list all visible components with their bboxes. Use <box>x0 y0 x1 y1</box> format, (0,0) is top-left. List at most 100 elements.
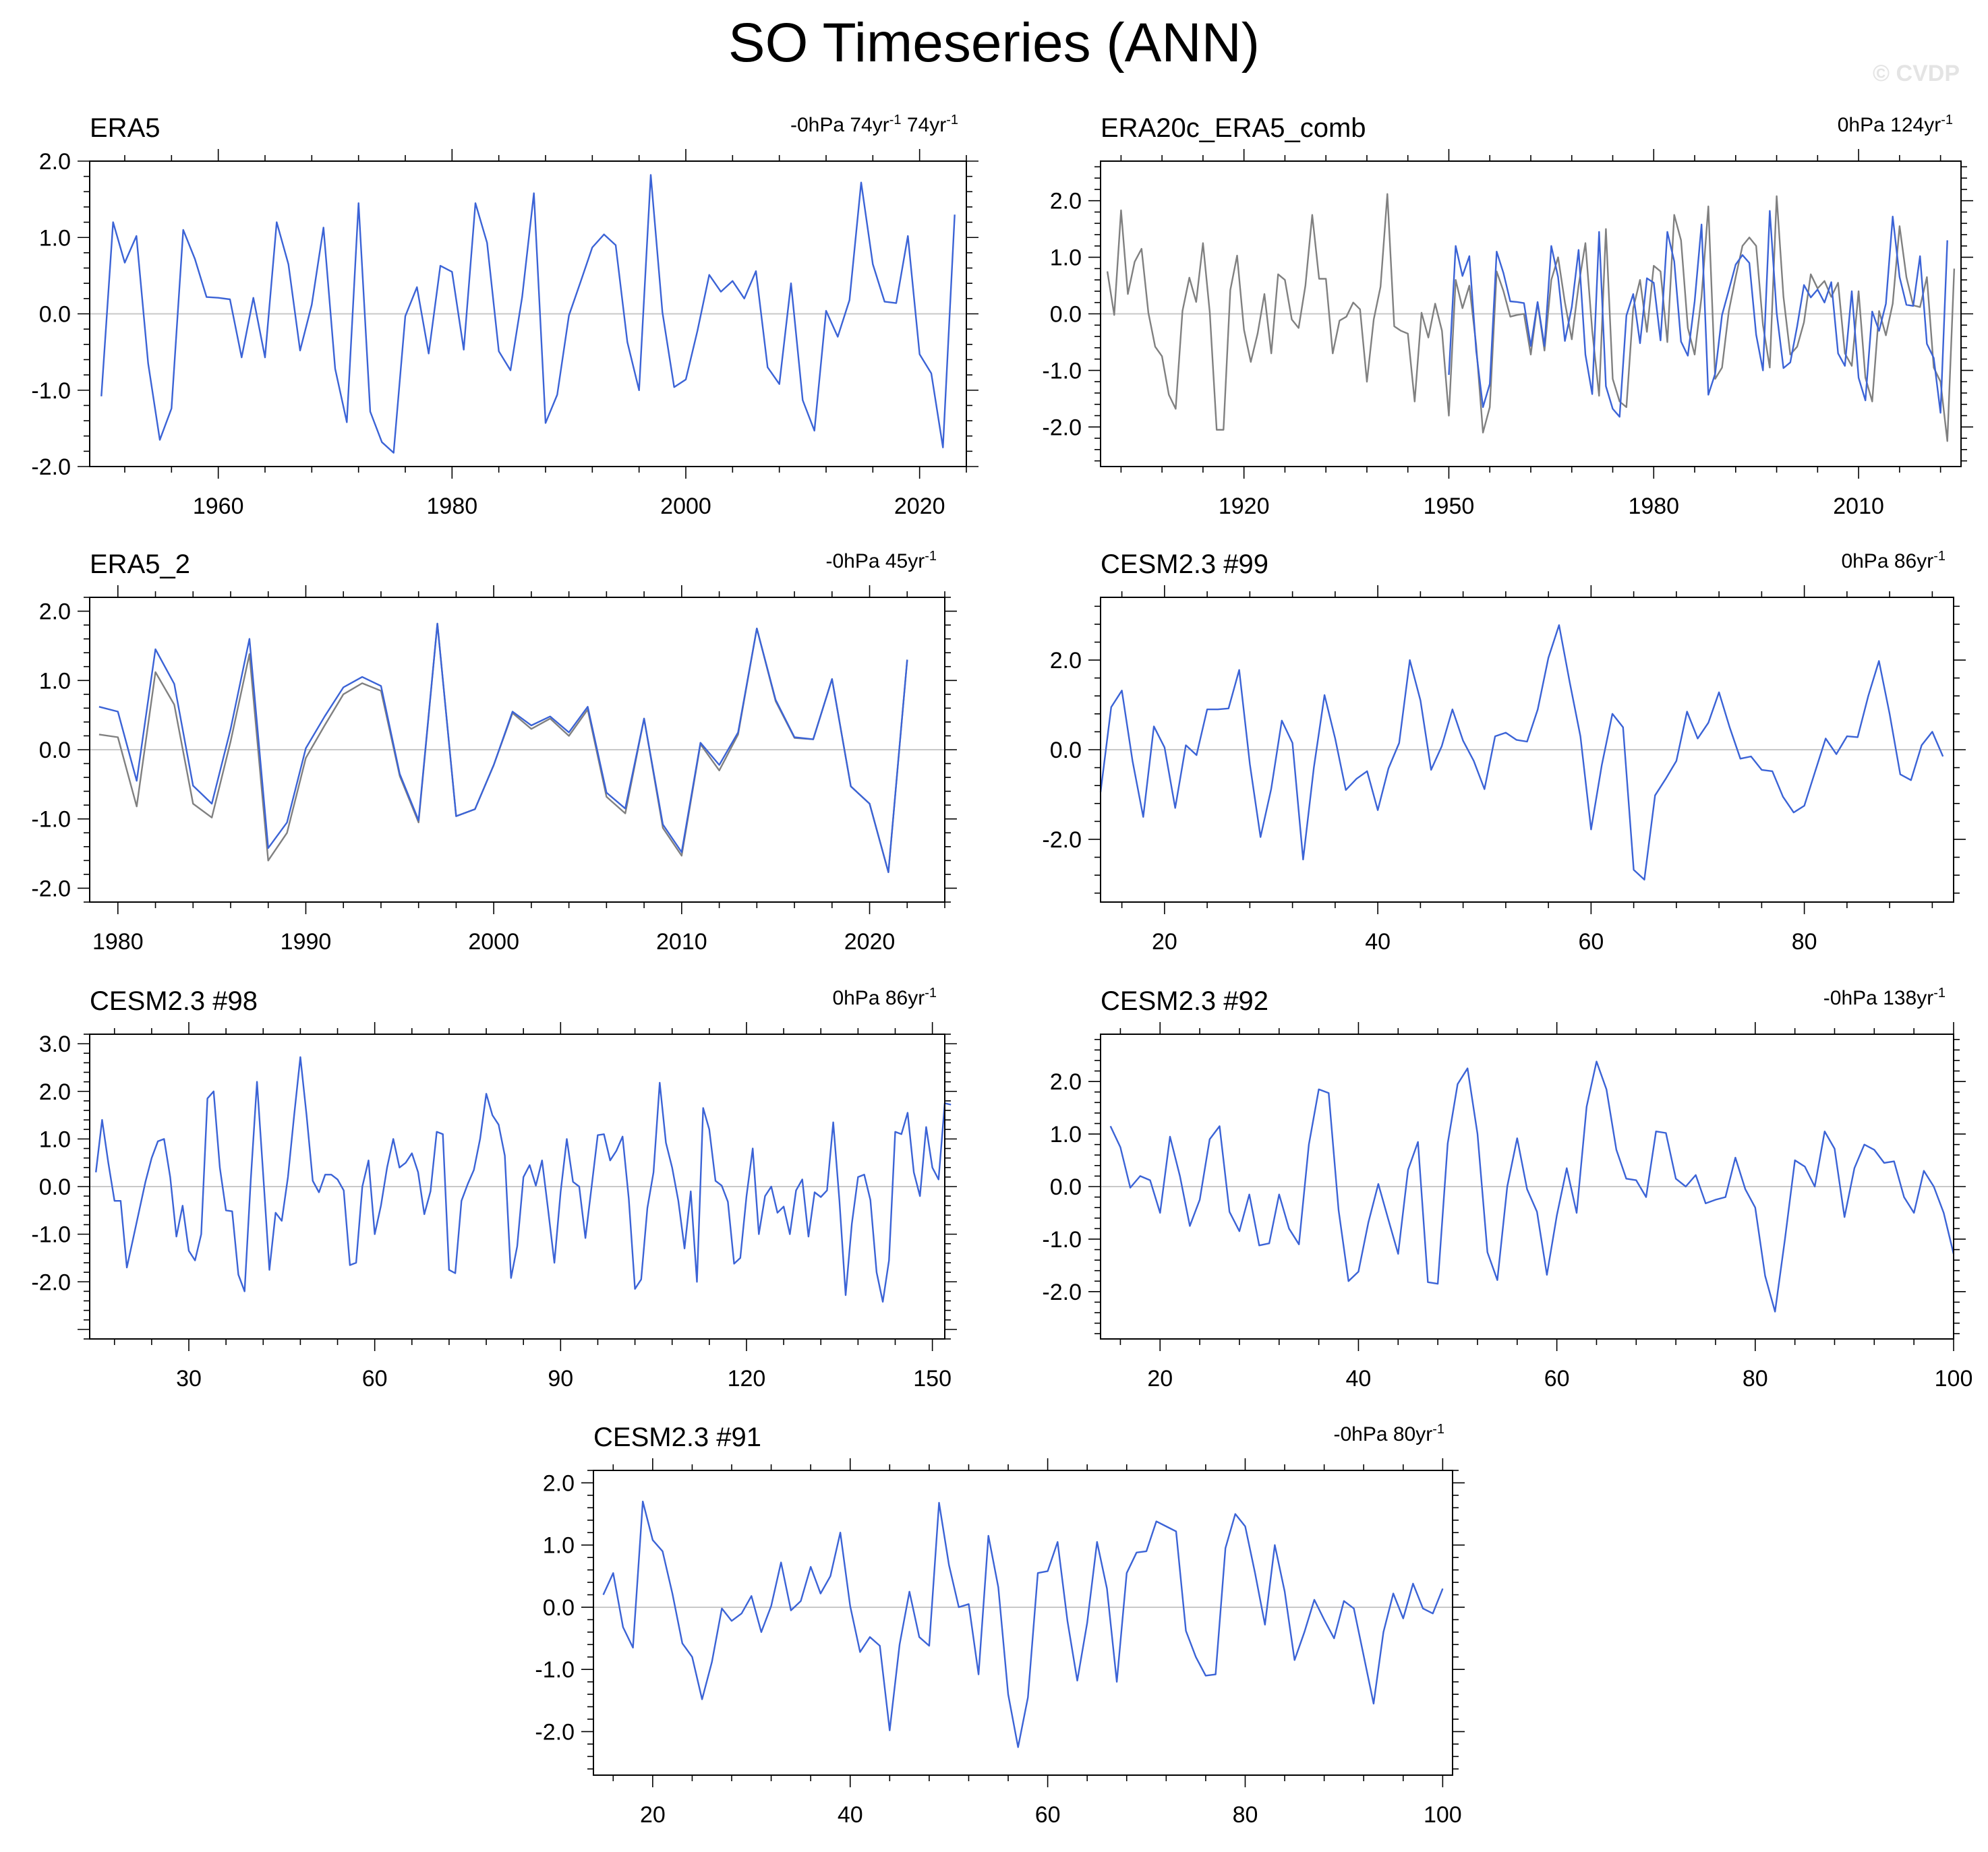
cvdp-watermark: © CVDP <box>1873 61 1960 86</box>
x-tick-label: 80 <box>1743 1366 1768 1392</box>
series-line-1 <box>1109 1061 1955 1313</box>
x-tick-label: 40 <box>1346 1366 1372 1392</box>
stats-text: -0hPa 45yr <box>825 550 925 572</box>
x-tick-label: 100 <box>1424 1802 1462 1828</box>
series-line-2 <box>1448 210 1948 418</box>
y-tick-label: 0.0 <box>39 1174 71 1200</box>
panel-1: -2.0 -1.0 0.0 1.0 2.0 1960 1980 2000 2020 ERA5 -0h… <box>31 113 978 519</box>
x-tick-label: 1980 <box>1628 494 1679 519</box>
x-tick-label: 120 <box>728 1366 766 1392</box>
panel-stats: -0hPa 74yr-1 74yr-1 <box>790 113 958 136</box>
y-tick-label: 1.0 <box>1050 245 1082 271</box>
y-tick-label: 0.0 <box>39 302 71 328</box>
x-tick-label: 1990 <box>281 929 332 955</box>
x-tick-label: 1960 <box>193 494 244 519</box>
y-tick-label: 0.0 <box>1050 738 1082 763</box>
stats-superscript: -1 <box>1941 113 1953 127</box>
x-tick-label: 1980 <box>92 929 144 955</box>
panel-stats: -0hPa 80yr-1 <box>1333 1422 1444 1445</box>
panel-title: CESM2.3 #92 <box>1101 986 1268 1016</box>
stats-text: 0hPa 86yr <box>1841 550 1933 572</box>
x-tick-label: 2020 <box>844 929 896 955</box>
stats-text: -0hPa 74yr <box>790 114 889 136</box>
y-tick-label: 0.0 <box>543 1595 575 1621</box>
y-tick-label: -1.0 <box>31 1222 71 1248</box>
y-tick-label: 3.0 <box>39 1032 71 1057</box>
stats-superscript: -1 <box>925 986 937 1000</box>
page-title: SO Timeseries (ANN) <box>728 12 1260 73</box>
panel-7: -2.0 -1.0 0.0 1.0 2.0 20 40 60 80 100 CESM2.3 #91 -… <box>535 1422 1465 1828</box>
y-tick-label: -2.0 <box>31 454 71 480</box>
x-tick-label: 60 <box>1578 929 1604 955</box>
x-tick-label: 100 <box>1935 1366 1973 1392</box>
panel-stats: -0hPa 138yr-1 <box>1823 986 1946 1009</box>
stats-superscript: -1 <box>1432 1422 1444 1437</box>
y-tick-label: 0.0 <box>39 738 71 763</box>
panel-stats: -0hPa 45yr-1 <box>825 549 937 572</box>
x-tick-label: 40 <box>838 1802 863 1828</box>
panel-title: ERA20c_ERA5_comb <box>1101 113 1366 143</box>
x-tick-label: 20 <box>1147 1366 1173 1392</box>
y-tick-label: 0.0 <box>1050 302 1082 328</box>
stats-text: 0hPa 124yr <box>1838 114 1941 136</box>
y-tick-label: 2.0 <box>1050 1069 1082 1095</box>
series-line-1 <box>1099 624 1944 881</box>
x-tick-label: 30 <box>176 1366 202 1392</box>
panel-title: ERA5 <box>90 113 160 143</box>
x-tick-label: 2010 <box>656 929 707 955</box>
y-tick-label: -2.0 <box>1042 1280 1082 1305</box>
stats-superscript: -1 <box>889 113 902 127</box>
y-tick-label: -1.0 <box>535 1657 575 1683</box>
y-tick-label: -1.0 <box>1042 1227 1082 1253</box>
x-tick-label: 20 <box>1152 929 1177 955</box>
y-tick-label: -2.0 <box>1042 415 1082 440</box>
panel-stats: 0hPa 86yr-1 <box>832 986 937 1009</box>
panel-2: -2.0 -1.0 0.0 1.0 2.0 1920 1950 1980 2010 ERA20c_… <box>1042 113 1973 519</box>
stats-superscript: -1 <box>946 113 958 127</box>
y-tick-label: -1.0 <box>31 807 71 833</box>
x-tick-label: 1980 <box>427 494 478 519</box>
panel-title: ERA5_2 <box>90 549 190 579</box>
y-tick-label: 1.0 <box>39 1127 71 1152</box>
panel-title: CESM2.3 #91 <box>593 1423 761 1452</box>
x-tick-label: 150 <box>913 1366 952 1392</box>
panel-title: CESM2.3 #98 <box>90 986 258 1016</box>
panel-5: -2.0 -1.0 0.0 1.0 2.0 3.0 30 60 90 120 150 CESM2.3 … <box>31 986 957 1392</box>
series-line-1 <box>98 622 908 874</box>
y-tick-label: 1.0 <box>39 225 71 251</box>
stats-text: 0hPa 86yr <box>832 987 925 1009</box>
y-tick-label: 2.0 <box>39 149 71 175</box>
series-line-1 <box>100 174 956 454</box>
x-tick-label: 1950 <box>1424 494 1475 519</box>
x-tick-label: 60 <box>362 1366 388 1392</box>
x-tick-label: 2020 <box>894 494 945 519</box>
y-tick-label: 1.0 <box>543 1533 575 1559</box>
y-tick-label: -2.0 <box>31 876 71 901</box>
y-tick-label: -2.0 <box>31 1269 71 1295</box>
panel-6: -2.0 -1.0 0.0 1.0 2.0 20 40 60 80 100 CESM2.3 #92 -… <box>1042 986 1972 1392</box>
y-tick-label: 0.0 <box>1050 1174 1082 1200</box>
x-tick-label: 2010 <box>1833 494 1884 519</box>
x-tick-label: 60 <box>1035 1802 1061 1828</box>
y-tick-label: 2.0 <box>1050 648 1082 674</box>
panel-3: -2.0 -1.0 0.0 1.0 2.0 1980 1990 2000 2010 2020 ERA… <box>31 549 957 955</box>
x-tick-label: 20 <box>640 1802 666 1828</box>
series-line-1 <box>602 1500 1444 1748</box>
stats-text: -0hPa 80yr <box>1333 1423 1432 1445</box>
y-tick-label: -1.0 <box>1042 358 1082 384</box>
panel-4: -2.0 0.0 2.0 20 40 60 80 CESM2.3 #99 0hPa 86yr-1 <box>1042 549 1966 955</box>
stats-superscript: -1 <box>1933 549 1946 564</box>
plot-frame <box>593 1470 1453 1776</box>
y-tick-label: 2.0 <box>39 1079 71 1105</box>
y-tick-label: 1.0 <box>1050 1122 1082 1147</box>
y-tick-label: 1.0 <box>39 668 71 694</box>
x-tick-label: 40 <box>1365 929 1391 955</box>
series-line-1 <box>95 1056 952 1303</box>
x-tick-label: 80 <box>1233 1802 1258 1828</box>
series-line-1 <box>1106 193 1956 442</box>
stats-text: -0hPa 138yr <box>1823 987 1933 1009</box>
y-tick-label: 2.0 <box>1050 189 1082 214</box>
panel-title: CESM2.3 #99 <box>1101 549 1268 579</box>
y-tick-label: 2.0 <box>543 1470 575 1496</box>
